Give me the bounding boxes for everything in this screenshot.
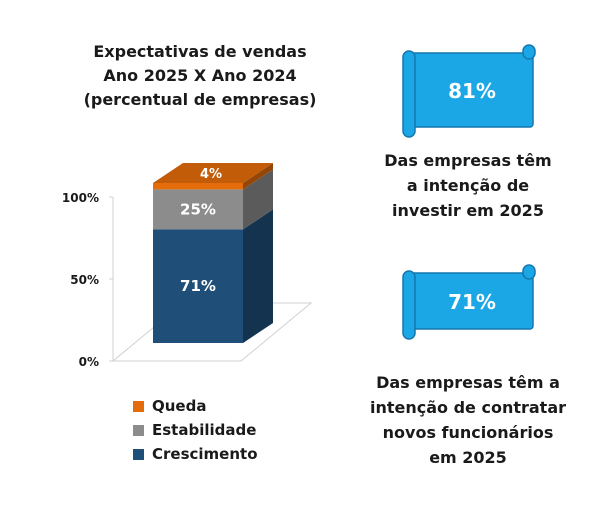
caption-line: em 2025 — [429, 448, 507, 467]
caption-line: Das empresas têm — [384, 151, 552, 170]
legend-item-estabilidade: Estabilidade — [133, 418, 258, 442]
caption-line: a intenção de — [406, 176, 530, 195]
stat-banner-investir: 81% — [402, 44, 536, 138]
caption-line: investir em 2025 — [392, 201, 544, 220]
bar-segment-crescimento-front — [153, 229, 243, 343]
data-label-crescimento: 71% — [180, 277, 216, 295]
caption-line: intenção de contratar — [369, 398, 567, 417]
data-label-estabilidade: 25% — [180, 200, 216, 218]
stat-value: 71% — [448, 290, 496, 314]
legend-item-crescimento: Crescimento — [133, 442, 258, 466]
caption-line: Das empresas têm a — [376, 373, 560, 392]
y-tick-label: 50% — [70, 273, 99, 287]
stat-banner-contratar: 71% — [402, 264, 536, 340]
legend-label: Estabilidade — [152, 421, 257, 439]
y-tick-label: 0% — [79, 355, 99, 369]
title-line: Ano 2025 X Ano 2024 — [103, 66, 297, 85]
caption-line: novos funcionários — [382, 423, 554, 442]
chart-title: Expectativas de vendas Ano 2025 X Ano 20… — [60, 40, 340, 112]
stat-value: 81% — [448, 79, 496, 103]
bar-segment-queda-side — [243, 163, 273, 190]
bar-segment-crescimento-side — [243, 209, 273, 343]
stat-caption-investir: Das empresas têm a intenção de investir … — [353, 148, 583, 223]
legend-label: Queda — [152, 397, 207, 415]
legend-item-queda: Queda — [133, 394, 258, 418]
title-line: (percentual de empresas) — [83, 90, 317, 109]
banner-curl-left — [402, 50, 416, 138]
bar-segment-queda-front — [153, 183, 243, 190]
bar-top-face — [153, 163, 273, 183]
stat-caption-contratar: Das empresas têm a intenção de contratar… — [353, 370, 583, 470]
legend-swatch — [133, 424, 144, 436]
legend-swatch — [133, 400, 144, 412]
legend: Queda Estabilidade Crescimento — [133, 394, 258, 466]
banner-curl-top — [522, 264, 536, 280]
banner-curl-top — [522, 44, 536, 60]
data-label-queda: 4% — [200, 167, 222, 182]
bar-segment-estabilidade-front — [153, 189, 243, 230]
title-line: Expectativas de vendas — [93, 42, 307, 61]
y-tick-label: 100% — [62, 191, 99, 205]
legend-swatch — [133, 448, 144, 460]
banner-curl-left — [402, 270, 416, 340]
legend-label: Crescimento — [152, 445, 258, 463]
